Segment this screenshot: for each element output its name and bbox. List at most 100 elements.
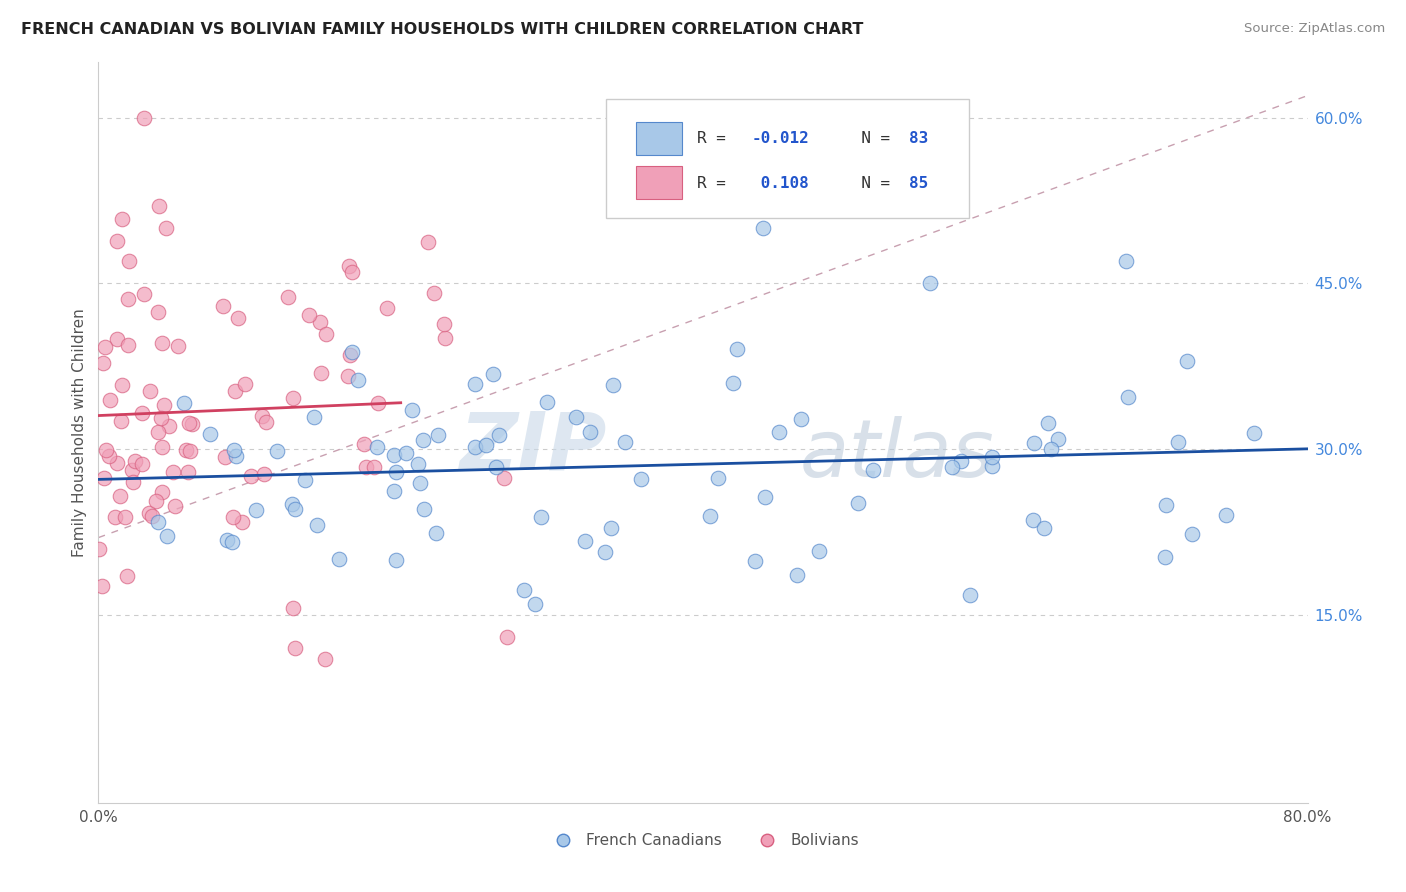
Point	[155, 221, 177, 235]
Point	[117, 293, 139, 307]
Text: N =: N =	[842, 176, 900, 191]
Point	[108, 489, 131, 503]
Point	[579, 425, 602, 440]
Point	[179, 416, 201, 430]
Point	[117, 337, 139, 351]
Point	[1167, 435, 1189, 450]
Text: Source: ZipAtlas.com: Source: ZipAtlas.com	[1244, 22, 1385, 36]
Point	[602, 377, 624, 392]
Point	[846, 496, 869, 510]
Point	[613, 434, 636, 449]
Point	[959, 588, 981, 602]
Point	[179, 443, 201, 458]
Point	[235, 376, 257, 391]
Point	[211, 299, 233, 313]
Point	[367, 395, 389, 409]
Point	[980, 450, 1002, 464]
Point	[146, 305, 169, 319]
Point	[105, 234, 128, 248]
Point	[1153, 549, 1175, 564]
Point	[281, 498, 304, 512]
Point	[105, 456, 128, 470]
Point	[342, 345, 364, 359]
Point	[488, 428, 510, 442]
Point	[790, 411, 813, 425]
Point	[1154, 498, 1177, 512]
Point	[401, 402, 423, 417]
Text: 85: 85	[908, 176, 928, 191]
Point	[162, 465, 184, 479]
Point	[512, 582, 534, 597]
Point	[1181, 527, 1204, 541]
Point	[536, 395, 558, 409]
Text: ZIP: ZIP	[458, 409, 606, 486]
Point	[221, 535, 243, 549]
Point	[254, 415, 277, 429]
Point	[163, 499, 186, 513]
Point	[425, 525, 447, 540]
Point	[298, 308, 321, 322]
Point	[309, 315, 332, 329]
Point	[141, 508, 163, 523]
Point	[94, 340, 117, 354]
Point	[354, 460, 377, 475]
Point	[408, 457, 430, 471]
Point	[485, 460, 508, 475]
Point	[114, 509, 136, 524]
Point	[786, 568, 808, 582]
Point	[245, 503, 267, 517]
Point	[294, 474, 316, 488]
Point	[91, 356, 114, 370]
FancyBboxPatch shape	[606, 99, 969, 218]
Point	[150, 336, 173, 351]
Point	[481, 368, 503, 382]
Point	[337, 369, 360, 384]
Point	[464, 440, 486, 454]
Point	[353, 437, 375, 451]
Point	[384, 466, 406, 480]
Point	[395, 446, 418, 460]
Text: 83: 83	[908, 131, 928, 146]
Point	[412, 433, 434, 447]
Point	[148, 425, 170, 440]
Point	[1175, 353, 1198, 368]
Point	[110, 414, 132, 428]
Point	[427, 427, 450, 442]
Point	[1047, 432, 1070, 446]
Point	[754, 490, 776, 504]
Point	[131, 406, 153, 420]
Point	[240, 468, 263, 483]
Point	[231, 515, 253, 529]
Point	[1243, 425, 1265, 440]
Point	[266, 443, 288, 458]
Point	[225, 449, 247, 463]
Point	[1022, 513, 1045, 527]
Point	[630, 472, 652, 486]
Point	[409, 475, 432, 490]
Point	[375, 301, 398, 315]
Point	[423, 286, 446, 301]
Point	[226, 311, 249, 326]
Point	[305, 517, 328, 532]
Point	[281, 391, 304, 405]
Point	[214, 450, 236, 464]
Point	[768, 425, 790, 439]
Point	[950, 453, 973, 467]
Point	[752, 221, 775, 235]
Point	[93, 471, 115, 485]
Point	[475, 438, 498, 452]
Point	[382, 484, 405, 499]
Point	[302, 409, 325, 424]
Point	[156, 528, 179, 542]
Point	[153, 398, 176, 412]
Point	[98, 393, 121, 408]
Point	[253, 467, 276, 481]
Point	[177, 466, 200, 480]
Point	[122, 475, 145, 489]
Point	[224, 442, 246, 457]
Point	[309, 366, 332, 380]
Point	[222, 510, 245, 524]
Point	[315, 327, 337, 342]
Point	[132, 287, 155, 301]
Point	[145, 494, 167, 508]
